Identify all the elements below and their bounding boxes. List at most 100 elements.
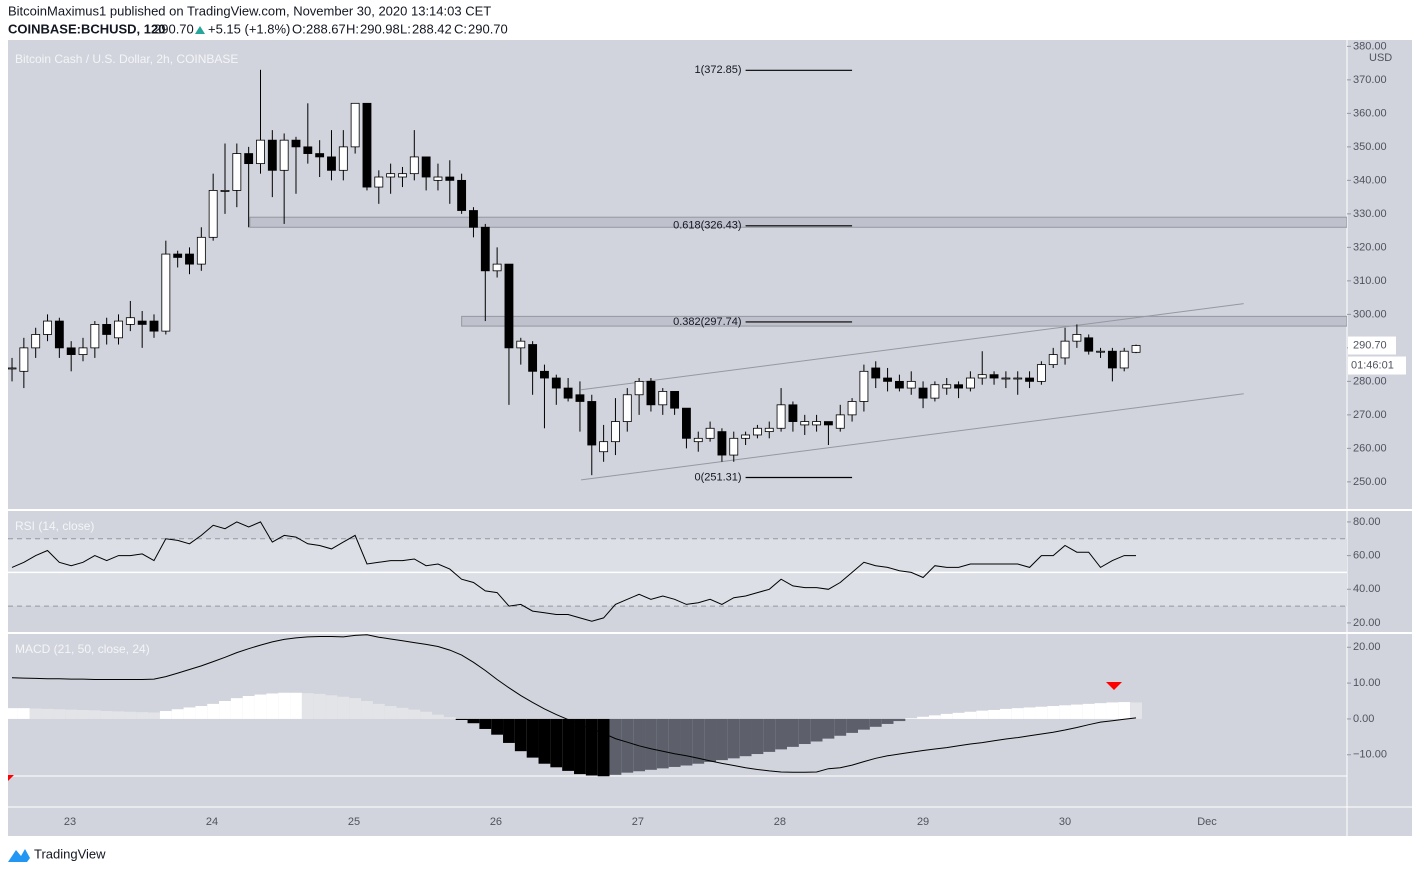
macd-histogram-bar bbox=[834, 718, 847, 736]
macd-histogram-bar bbox=[17, 708, 30, 719]
candle-body bbox=[1107, 350, 1117, 369]
fib-label: 0(251.31) bbox=[694, 471, 741, 483]
macd-histogram-bar bbox=[349, 698, 362, 719]
candle-body bbox=[1001, 377, 1011, 380]
macd-histogram-bar bbox=[645, 718, 657, 770]
macd-histogram-bar bbox=[917, 716, 929, 719]
macd-histogram-bar bbox=[455, 718, 468, 720]
y-tick-label: 260.00 bbox=[1353, 442, 1387, 454]
macd-histogram-bar bbox=[1094, 703, 1107, 719]
o-label: O: bbox=[292, 21, 306, 36]
candle-body bbox=[906, 380, 916, 389]
macd-histogram-bar bbox=[77, 709, 89, 719]
macd-histogram-bar bbox=[704, 718, 717, 762]
macd-histogram-bar bbox=[1023, 707, 1036, 719]
pane-title: MACD (21, 50, close, 24) bbox=[15, 642, 150, 656]
fib-label: 0.382(297.74) bbox=[673, 316, 742, 328]
candle-body bbox=[1131, 345, 1141, 353]
candle-body bbox=[244, 153, 254, 165]
macd-histogram-bar bbox=[633, 718, 646, 772]
macd-histogram-bar bbox=[869, 718, 882, 727]
macd-histogram-bar bbox=[656, 718, 669, 769]
candle-body bbox=[114, 320, 123, 339]
macd-histogram-bar bbox=[585, 718, 598, 776]
candle-body bbox=[350, 102, 360, 148]
macd-histogram-bar bbox=[798, 718, 811, 745]
macd-histogram-bar bbox=[668, 718, 681, 767]
channel-line bbox=[581, 303, 1244, 391]
rsi-line bbox=[11, 521, 1136, 622]
fib-label: 1(372.85) bbox=[694, 64, 741, 76]
x-tick-label: 28 bbox=[774, 816, 786, 828]
macd-histogram-bar bbox=[159, 711, 172, 719]
candle-body bbox=[1096, 350, 1105, 353]
countdown: 01:46:01 bbox=[1351, 359, 1394, 371]
candle-body bbox=[78, 347, 88, 355]
candle-body bbox=[279, 139, 289, 171]
y-tick-label: 360.00 bbox=[1353, 107, 1387, 119]
candle-body bbox=[682, 407, 691, 439]
candle-body bbox=[291, 139, 301, 148]
logo-icon bbox=[8, 849, 30, 862]
y-tick-label: 330.00 bbox=[1353, 208, 1387, 220]
macd-histogram-bar bbox=[29, 708, 42, 719]
candle-body bbox=[173, 253, 183, 258]
y-tick-label: 20.00 bbox=[1353, 617, 1381, 629]
macd-histogram-bar bbox=[940, 713, 953, 719]
symbol: COINBASE:BCHUSD, 120 bbox=[8, 21, 165, 36]
y-tick-label: 250.00 bbox=[1353, 476, 1387, 488]
x-tick-label: 27 bbox=[632, 816, 644, 828]
macd-histogram-bar bbox=[112, 711, 125, 719]
candle-body bbox=[658, 391, 668, 406]
macd-histogram-bar bbox=[976, 710, 989, 719]
candle-body bbox=[374, 176, 384, 188]
l-label: L: bbox=[400, 21, 411, 36]
macd-histogram-bar bbox=[810, 718, 823, 742]
candle-body bbox=[1119, 350, 1129, 369]
y-tick-label: 340.00 bbox=[1353, 174, 1387, 186]
candle-body bbox=[965, 377, 975, 389]
macd-histogram-bar bbox=[443, 717, 456, 719]
macd-histogram-bar bbox=[787, 718, 799, 747]
candle-body bbox=[161, 253, 171, 332]
currency: USD bbox=[1369, 52, 1392, 64]
macd-histogram-bar bbox=[479, 718, 492, 729]
macd-histogram-bar bbox=[680, 718, 693, 766]
macd-histogram-bar bbox=[148, 712, 160, 719]
macd-histogram-bar bbox=[905, 718, 918, 719]
candle-body bbox=[516, 340, 526, 349]
l-value: 288.42 bbox=[412, 21, 452, 36]
pane-title: Bitcoin Cash / U.S. Dollar, 2h, COINBASE bbox=[15, 52, 238, 66]
candle-body bbox=[764, 427, 774, 433]
y-tick-label: 10.00 bbox=[1353, 677, 1381, 689]
candle-body bbox=[338, 146, 348, 171]
y-tick-label: 60.00 bbox=[1353, 549, 1381, 561]
macd-histogram-bar bbox=[609, 718, 622, 775]
macd-histogram-bar bbox=[136, 712, 149, 719]
candle-body bbox=[835, 414, 845, 429]
candle-body bbox=[480, 226, 490, 272]
candle-body bbox=[1084, 337, 1094, 352]
candle-body bbox=[220, 190, 230, 192]
candle-body bbox=[1072, 334, 1082, 342]
candle-body bbox=[646, 380, 656, 406]
candle-body bbox=[31, 334, 41, 349]
candle-body bbox=[315, 153, 325, 158]
candle-body bbox=[776, 404, 786, 429]
candle-body bbox=[504, 263, 514, 349]
candle-body bbox=[469, 210, 478, 228]
macd-histogram-bar bbox=[100, 711, 113, 719]
candle-body bbox=[1036, 364, 1046, 382]
macd-histogram-bar bbox=[491, 718, 504, 735]
macd-histogram-bar bbox=[763, 718, 776, 752]
y-tick-label: 310.00 bbox=[1353, 275, 1387, 287]
up-arrow bbox=[195, 26, 205, 34]
candle-body bbox=[540, 370, 549, 379]
macd-histogram-bar bbox=[999, 708, 1012, 719]
author-line: BitcoinMaximus1 published on TradingView… bbox=[8, 3, 491, 18]
candle-body bbox=[717, 431, 727, 456]
macd-histogram-bar bbox=[597, 718, 610, 777]
y-tick-label: 270.00 bbox=[1353, 409, 1387, 421]
candle-body bbox=[398, 173, 407, 178]
macd-histogram-bar bbox=[1082, 703, 1095, 719]
